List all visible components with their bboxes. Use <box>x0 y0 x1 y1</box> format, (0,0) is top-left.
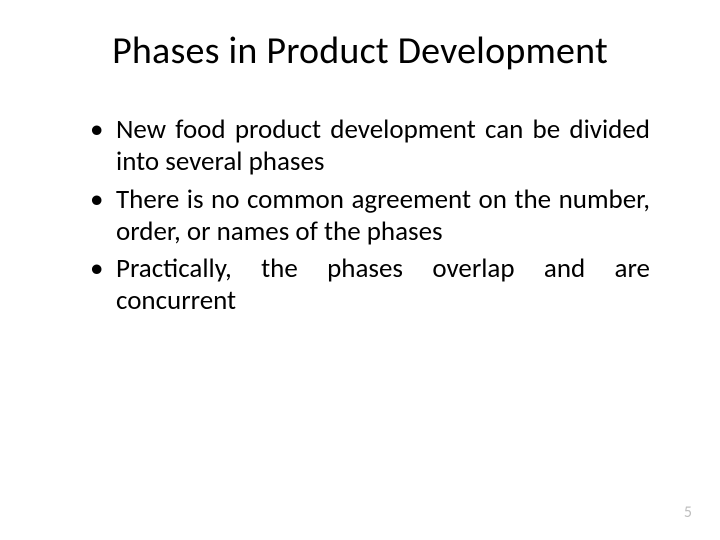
bullet-item: Practically, the phases overlap and are … <box>90 253 650 317</box>
bullet-item: New food product development can be divi… <box>90 114 650 178</box>
page-number: 5 <box>684 503 692 522</box>
bullet-list: New food product development can be divi… <box>90 114 650 317</box>
slide-body: New food product development can be divi… <box>60 114 660 317</box>
bullet-item: There is no common agreement on the numb… <box>90 184 650 248</box>
slide-title: Phases in Product Development <box>60 28 660 74</box>
slide: Phases in Product Development New food p… <box>0 0 720 540</box>
